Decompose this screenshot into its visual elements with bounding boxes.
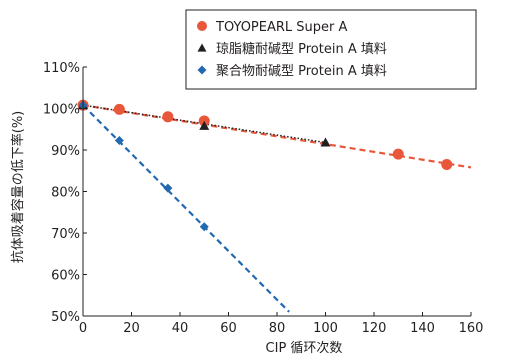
axes: 50% 60% 70% 80% 90% 100% 110% 0 20 40 60 80 100 120 14… — [43, 61, 484, 336]
legend-box — [185, 9, 477, 90]
legend-marker — [197, 21, 207, 31]
legend: TOYOPEARL Super A 琼脂糖耐碱型 Protein A 填料聚合物耐… — [185, 9, 477, 90]
x-tick-label: 40 — [172, 321, 189, 336]
circle-point — [441, 159, 453, 171]
circle-point — [113, 103, 125, 115]
circle-point — [162, 111, 174, 123]
triangle-point — [320, 137, 331, 147]
x-tick-label: 20 — [123, 321, 140, 336]
x-tick-label: 160 — [459, 321, 484, 336]
y-tick-label: 90% — [51, 144, 80, 159]
y-tick-label: 110% — [43, 61, 80, 76]
x-tick-label: 60 — [220, 321, 237, 336]
y-tick-label: 100% — [43, 103, 80, 118]
y-tick-label: 60% — [51, 269, 80, 284]
legend-marker — [197, 43, 207, 52]
y-tick-label: 50% — [51, 310, 80, 325]
x-axis-label: CIP 循环次数 — [266, 340, 343, 356]
trendline — [82, 104, 472, 169]
x-tick-label: 100 — [313, 321, 338, 336]
x-tick-label: 120 — [362, 321, 387, 336]
y-tick-label: 70% — [51, 227, 80, 242]
legend-label: TOYOPEARL Super A — [215, 20, 347, 35]
triangle-point — [199, 120, 210, 130]
legend-marker — [197, 65, 207, 75]
diamond-point — [163, 183, 173, 193]
x-tick-label: 0 — [79, 321, 87, 336]
diamond-point — [114, 135, 124, 145]
y-tick-label: 80% — [51, 186, 80, 201]
x-tick-label: 140 — [410, 321, 435, 336]
y-axis-label: 抗体吸着容量の低下率(%) — [10, 111, 26, 264]
trendline — [82, 104, 290, 313]
circle-point — [392, 148, 404, 160]
diamond-point — [199, 222, 209, 232]
x-tick-label: 80 — [269, 321, 286, 336]
trendlines — [82, 104, 472, 313]
legend-label: 琼脂糖耐碱型 Protein A 填料 — [216, 41, 387, 57]
data-points — [77, 99, 453, 232]
legend-label: 聚合物耐碱型 Protein A 填料 — [216, 64, 387, 79]
